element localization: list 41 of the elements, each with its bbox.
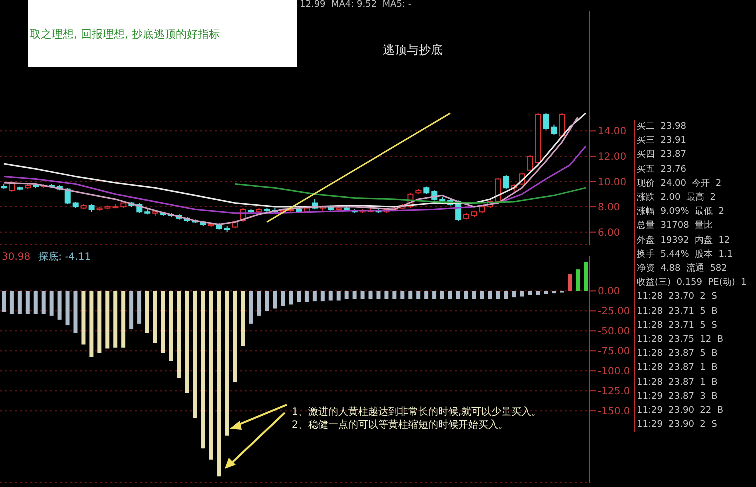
y-tick-label: -25.00: [598, 306, 630, 318]
y-tick-label: 8.00: [598, 202, 620, 214]
y-tick-label: -125.0: [598, 386, 630, 398]
text: 12.99 MA4: 9.52 MA5: -: [300, 0, 412, 10]
text: 总量 31708 量比: [636, 220, 714, 234]
text: 11:28 23.87 1 B: [636, 362, 719, 376]
y-tick-label: 0.00: [598, 286, 620, 298]
text: 买四 23.87: [636, 149, 688, 162]
text: 11:28 23.70 2 S: [636, 291, 718, 304]
text: 涨幅 9.09% 最低 2: [636, 206, 726, 220]
text: 涨跌 2.00 最高 2: [636, 192, 717, 206]
y-tick-label: 6.00: [598, 228, 620, 239]
text: 11:29 23.90 2 S: [636, 419, 718, 432]
text: 逃顶与抄底: [383, 42, 443, 59]
text: 净资 4.88 流通 582: [636, 262, 728, 276]
y-tick-label: -50.00: [598, 326, 630, 338]
text: 买五 23.76: [636, 164, 688, 177]
text: 11:28 23.87 1 B: [636, 376, 719, 390]
y-tick-label: -100.0: [598, 366, 630, 378]
y-tick-label: 10.00: [598, 177, 627, 188]
text: 换手 5.44% 股本 1.1: [636, 248, 734, 262]
text: 11:28 23.75 12 B: [636, 334, 724, 348]
text: 现价 24.00 今开 2: [636, 178, 723, 191]
annotation: 探底: -4.11: [38, 252, 92, 263]
text: 买三 23.91: [636, 135, 688, 148]
text: 11:28 23.87 5 B: [636, 348, 719, 362]
annotation: 30.98: [2, 252, 31, 263]
y-tick-label: 14.00: [598, 126, 627, 138]
y-tick-label: -75.00: [598, 346, 630, 358]
text: 买二 23.98: [636, 121, 688, 134]
text: 外盘 19392 内盘 12: [636, 234, 732, 248]
text: 11:29 23.90 22 B: [636, 405, 724, 418]
note-box: 取之理想, 回报理想, 抄底逃顶的好指标: [28, 0, 297, 67]
y-tick-label: 12.00: [598, 152, 627, 164]
annotation: 2、稳健一点的可以等黄柱缩短的时候开始买入。: [292, 419, 510, 432]
annotation: 1、激进的人黄柱越达到非常长的时候,就可以少量买入。: [292, 406, 542, 419]
text: 11:29 23.87 3 B: [636, 390, 719, 404]
y-tick-label: -150.0: [598, 406, 630, 418]
text: 收益(三) 0.159 PE(动) 1: [636, 276, 748, 290]
text: 11:28 23.71 5 S: [636, 320, 718, 333]
text: 11:28 23.71 5 B: [636, 306, 719, 319]
